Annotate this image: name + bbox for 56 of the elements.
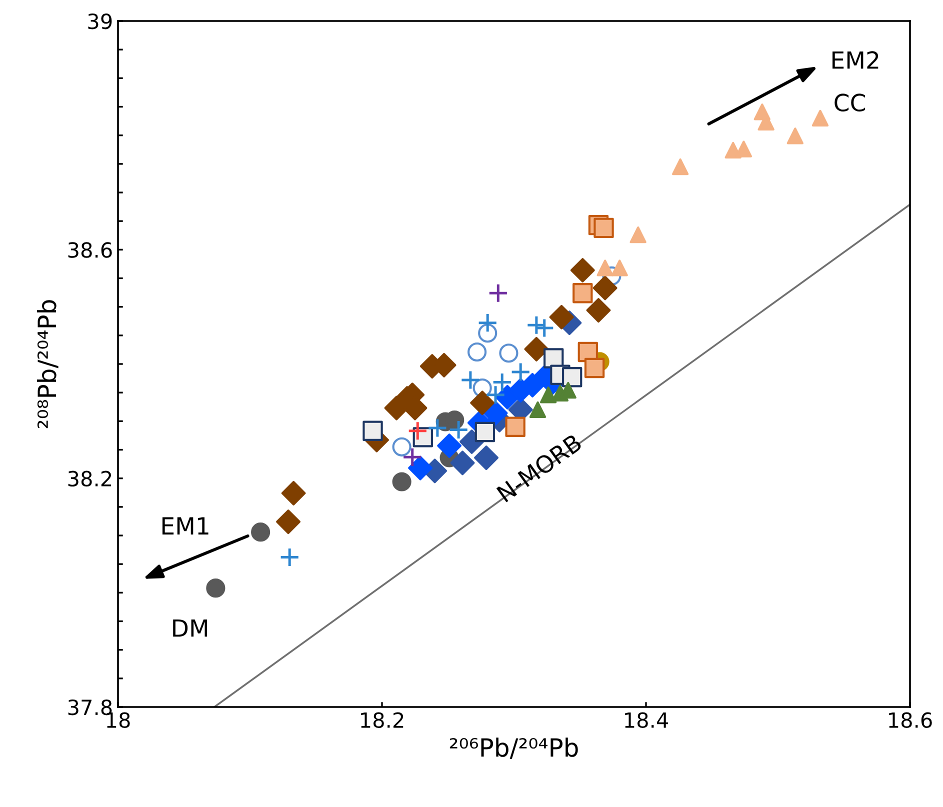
point	[549, 304, 574, 330]
y-axis-title: ²⁰⁸Pb/²⁰⁴Pb	[37, 300, 58, 428]
point	[448, 420, 469, 440]
point	[460, 370, 480, 390]
point	[630, 226, 646, 244]
point	[470, 390, 495, 416]
point	[467, 342, 487, 362]
annotation: CC	[834, 94, 866, 112]
point	[592, 276, 618, 300]
point	[586, 298, 611, 323]
point	[812, 110, 829, 127]
annotation: EM1	[162, 517, 208, 534]
point	[474, 422, 496, 442]
point	[483, 400, 508, 426]
point	[510, 362, 531, 382]
point	[570, 258, 595, 282]
point	[206, 578, 226, 598]
point	[544, 348, 564, 368]
point	[540, 386, 557, 404]
annotation: EM2	[832, 51, 878, 69]
x-tick-label: 18.6	[889, 712, 932, 728]
point	[427, 418, 448, 438]
x-tick-label: 18.2	[361, 712, 404, 728]
point	[276, 510, 301, 534]
point	[584, 358, 605, 378]
point	[594, 218, 614, 238]
point	[362, 420, 383, 441]
point	[611, 260, 628, 276]
point	[408, 456, 433, 480]
point	[786, 128, 804, 144]
point	[280, 547, 300, 568]
point	[529, 401, 546, 418]
point	[251, 522, 270, 542]
point	[402, 447, 422, 468]
point	[478, 312, 498, 333]
point	[437, 434, 462, 458]
x-axis-title: ²⁰⁶Pb/²⁰⁴Pb	[450, 738, 578, 759]
point	[450, 450, 475, 476]
point	[281, 480, 306, 506]
y-tick-label: 38.2	[68, 470, 112, 487]
point	[505, 416, 526, 437]
point	[392, 437, 412, 456]
annotation: DM	[173, 619, 208, 637]
y-tick-label: 39	[88, 13, 112, 30]
y-tick-label: 38.6	[68, 242, 112, 258]
point	[562, 367, 582, 388]
point	[499, 344, 518, 363]
point	[672, 158, 689, 176]
point	[408, 420, 428, 441]
point	[478, 324, 498, 343]
point	[392, 472, 412, 492]
point	[488, 283, 508, 304]
point	[596, 260, 614, 276]
x-tick-label: 18.4	[625, 712, 668, 728]
point	[572, 283, 593, 304]
point	[524, 336, 549, 362]
